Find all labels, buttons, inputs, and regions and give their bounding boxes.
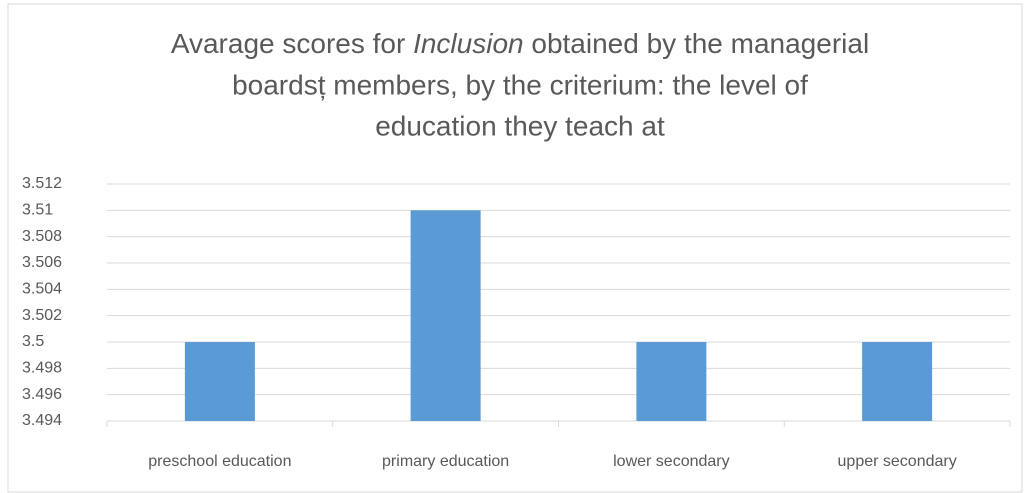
- bar: [410, 210, 481, 421]
- title-part: Inclusion: [413, 28, 524, 59]
- title-part: obtained by the managerial: [524, 28, 870, 59]
- x-tick-label: primary education: [382, 453, 509, 470]
- bar: [862, 342, 933, 421]
- bar: [636, 342, 707, 421]
- x-tick-label: lower secondary: [613, 453, 730, 470]
- y-tick-label: 3.494: [22, 412, 62, 429]
- title-part: Avarage scores for: [171, 28, 413, 59]
- chart-title: boardsț members, by the criterium: the l…: [232, 69, 808, 100]
- y-tick-label: 3.506: [22, 254, 62, 271]
- y-tick-label: 3.502: [22, 307, 62, 324]
- y-tick-label: 3.504: [22, 281, 62, 298]
- y-tick-label: 3.5: [22, 333, 44, 350]
- x-tick-label: preschool education: [148, 453, 291, 470]
- y-tick-label: 3.496: [22, 386, 62, 403]
- x-tick-label: upper secondary: [838, 453, 957, 470]
- bar: [184, 342, 255, 421]
- y-tick-label: 3.508: [22, 228, 62, 245]
- chart-title: Avarage scores for Inclusion obtained by…: [171, 28, 869, 59]
- chart-title: education they teach at: [375, 110, 665, 141]
- chart-frame: [7, 3, 1023, 493]
- y-tick-label: 3.498: [22, 360, 62, 377]
- y-tick-label: 3.512: [22, 175, 62, 192]
- y-tick-label: 3.51: [22, 202, 53, 219]
